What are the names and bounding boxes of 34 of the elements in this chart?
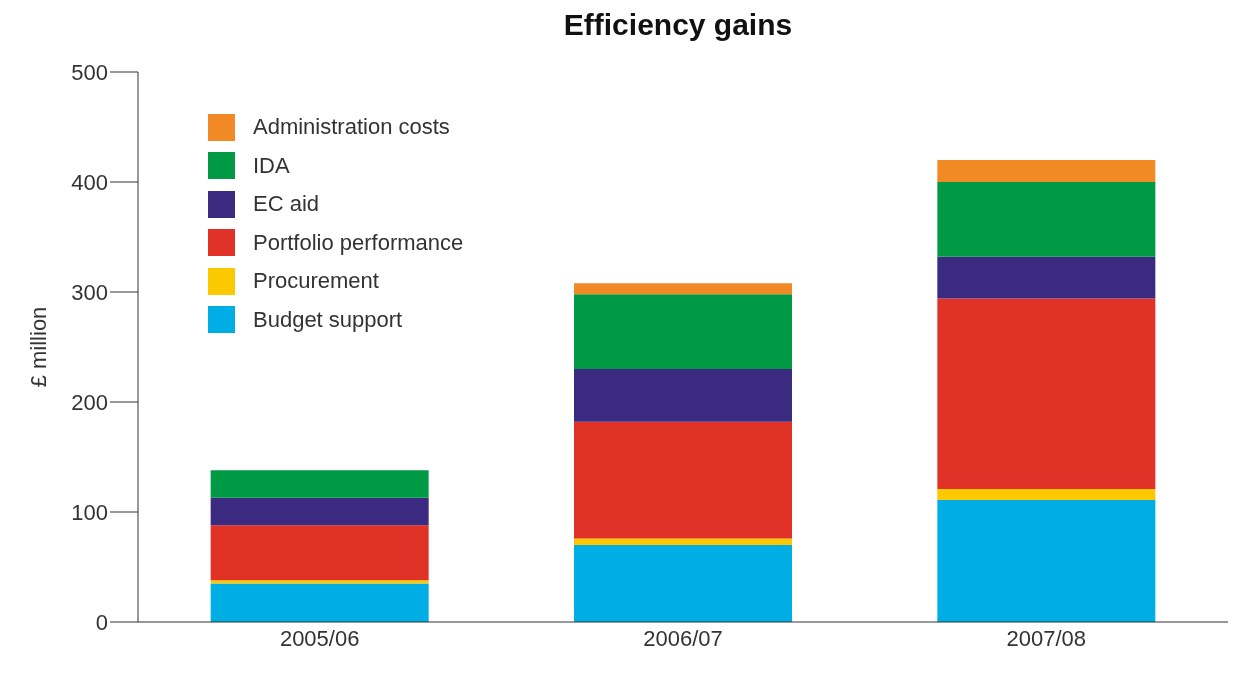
legend-label: Administration costs <box>253 114 450 141</box>
bar <box>210 583 429 622</box>
bar <box>210 470 429 498</box>
bar <box>210 580 429 584</box>
y-tick-label: 0 <box>95 609 108 635</box>
y-tick-label: 300 <box>71 279 108 305</box>
x-tick-label: 2005/06 <box>279 625 360 651</box>
y-tick-label: 400 <box>71 169 108 195</box>
bar <box>574 369 792 422</box>
legend-label: IDA <box>253 152 290 179</box>
x-tick-label: 2007/08 <box>1006 625 1087 651</box>
bar <box>937 160 1156 182</box>
bar <box>937 488 1156 500</box>
y-tick-label: 100 <box>71 499 108 525</box>
legend-label: Budget support <box>253 306 403 333</box>
x-tick-label: 2006/07 <box>643 625 723 651</box>
y-axis-title: £ million <box>25 306 51 388</box>
bar <box>210 525 429 581</box>
y-tick-label: 500 <box>71 59 108 85</box>
bar <box>937 182 1156 257</box>
y-tick-label: 200 <box>71 389 108 415</box>
bar <box>574 538 792 545</box>
bar <box>574 545 792 622</box>
bar <box>574 294 792 369</box>
bar <box>574 283 792 295</box>
bar <box>574 421 792 539</box>
bar <box>937 499 1156 622</box>
legend-label: EC aid <box>253 191 320 218</box>
bar <box>937 256 1156 299</box>
bar <box>210 497 429 526</box>
bar <box>937 298 1156 489</box>
legend-label: Procurement <box>253 268 379 295</box>
legend-label: Portfolio performance <box>253 229 464 256</box>
chart-title: Efficiency gains <box>562 8 794 43</box>
